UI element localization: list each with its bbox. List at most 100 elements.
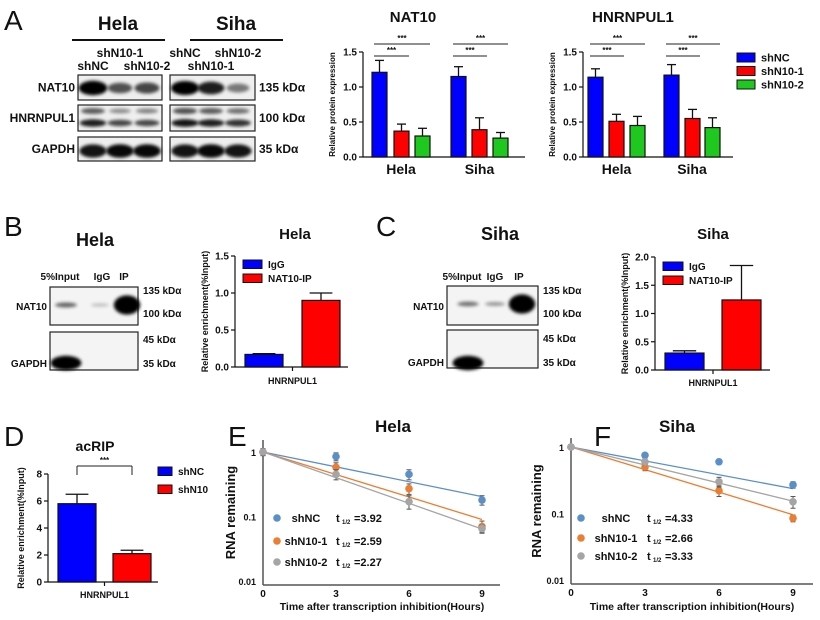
protein-band: [457, 301, 479, 307]
protein-band: [107, 119, 133, 127]
lane-label: IgG: [487, 272, 504, 283]
panel-letter-a: A: [4, 5, 23, 36]
legend-label: shN10-2: [285, 557, 328, 569]
lane-label: shNC: [169, 46, 201, 60]
category-label: HNRNPUL1: [688, 378, 737, 388]
protein-band: [79, 144, 107, 158]
blot-row-label: GAPDH: [408, 358, 444, 369]
x-tick-label: 3: [333, 589, 339, 600]
legend-marker: [577, 534, 585, 542]
molecular-weight-marker: 135 kDα: [543, 286, 582, 297]
bar-NAT10-IP-HNRNPUL1: [301, 299, 341, 368]
data-point-shN10-2: [641, 457, 649, 466]
protein-band: [226, 83, 250, 93]
data-point-shN10-2: [332, 470, 340, 479]
data-point-shNC: [641, 451, 649, 460]
legend-label: NAT10-IP: [268, 274, 312, 285]
protein-band: [197, 144, 225, 158]
blot-row-label: HNRNPUL1: [10, 111, 76, 125]
data-point-shN10-2: [259, 448, 267, 456]
y-tick-label: 0.0: [635, 366, 649, 377]
y-tick-label: 1.5: [563, 48, 577, 59]
protein-band: [171, 144, 199, 158]
protein-band: [133, 144, 161, 158]
legend-swatch: [157, 466, 173, 476]
y-tick-label: 0.01: [238, 577, 256, 587]
bar-IgG-HNRNPUL1: [244, 353, 284, 368]
blot-row-label: GAPDH: [32, 142, 75, 156]
y-tick-label: 1.5: [635, 281, 649, 292]
molecular-weight-marker: 45 kDα: [143, 335, 177, 346]
x-tick-label: 9: [479, 589, 485, 600]
panel-letter-d: D: [4, 421, 24, 452]
data-point-shNC: [715, 457, 723, 466]
legend-swatch: [736, 52, 756, 63]
legend-label: shNC: [761, 53, 790, 65]
panel-letter-e: E: [228, 421, 247, 452]
half-life-subscript: 1/2: [653, 520, 662, 526]
legend-label: IgG: [268, 260, 285, 271]
half-life-value: =4.33: [665, 513, 693, 525]
protein-band: [109, 108, 131, 114]
blot-row-label: NAT10: [413, 302, 444, 313]
category-label: Hela: [602, 161, 632, 177]
bar-shN10-2-Hela: [629, 124, 646, 158]
fit-line-shN10-2: [262, 451, 483, 530]
half-life-subscript: 1/2: [342, 543, 351, 549]
blot-row-label: NAT10: [38, 81, 75, 95]
bar-shN10-1-Hela: [608, 120, 625, 158]
y-axis-label: Relative enrichment(%Input): [620, 253, 630, 375]
half-life-symbol: t: [336, 557, 340, 569]
legend-swatch: [736, 79, 756, 90]
data-point-shN10-2: [478, 524, 486, 533]
y-tick-label: 6: [36, 497, 42, 508]
lane-label: 5%Input: [443, 272, 483, 283]
protein-band: [55, 302, 77, 308]
legend-label: shN10-2: [595, 551, 638, 563]
significance-label: ***: [613, 34, 623, 43]
fit-line-shN10-2: [570, 446, 794, 502]
protein-band: [198, 108, 224, 114]
molecular-weight-marker: 135 kDα: [143, 286, 182, 297]
legend-marker: [273, 537, 281, 545]
protein-band: [197, 81, 225, 95]
lane-label: shN10-1: [97, 46, 144, 60]
lane-label: 5%Input: [41, 272, 81, 283]
bar-shN10-1-Hela: [393, 130, 410, 158]
x-axis-label: Time after transcription inhibition(Hour…: [280, 601, 485, 613]
data-point-shN10-1: [789, 514, 797, 522]
bar-shN10-HNRNPUL1: [112, 553, 152, 583]
data-point-shN10-2: [789, 497, 797, 506]
blot-row-label: GAPDH: [11, 359, 47, 370]
significance-label: ***: [602, 46, 612, 55]
protein-band: [90, 303, 110, 307]
data-point-shN10-1: [332, 463, 340, 472]
legend-label: shN10-1: [595, 533, 638, 545]
molecular-weight-marker: 35 kDα: [259, 142, 299, 156]
panel-letter-f: F: [594, 421, 611, 452]
bar-shN10-2-Siha: [704, 126, 721, 158]
legend-label: NAT10-IP: [689, 276, 733, 287]
category-label: Siha: [465, 161, 495, 177]
protein-band: [197, 119, 225, 127]
bar-shNC-Siha: [663, 74, 680, 158]
bar-shN10-1-Siha: [471, 129, 488, 158]
protein-band: [80, 108, 106, 114]
lane-label: shN10-2: [124, 59, 171, 73]
legend-marker: [577, 552, 585, 560]
category-label: HNRNPUL1: [80, 590, 129, 600]
legend-label: IgG: [689, 262, 706, 273]
y-tick-label: 0.0: [563, 153, 577, 164]
legend-label: shN10-1: [761, 66, 804, 78]
fit-line-shN10-1: [262, 451, 483, 521]
y-tick-label: 0.0: [215, 363, 229, 374]
half-life-value: =3.33: [665, 551, 693, 563]
y-axis-label: Relative protein expression: [548, 52, 557, 157]
y-axis-label: RNA remaining: [529, 464, 544, 557]
protein-band: [225, 119, 251, 127]
half-life-symbol: t: [647, 513, 651, 525]
protein-band: [485, 302, 505, 306]
significance-label: ***: [688, 34, 698, 43]
lane-label: shN10-1: [188, 59, 235, 73]
